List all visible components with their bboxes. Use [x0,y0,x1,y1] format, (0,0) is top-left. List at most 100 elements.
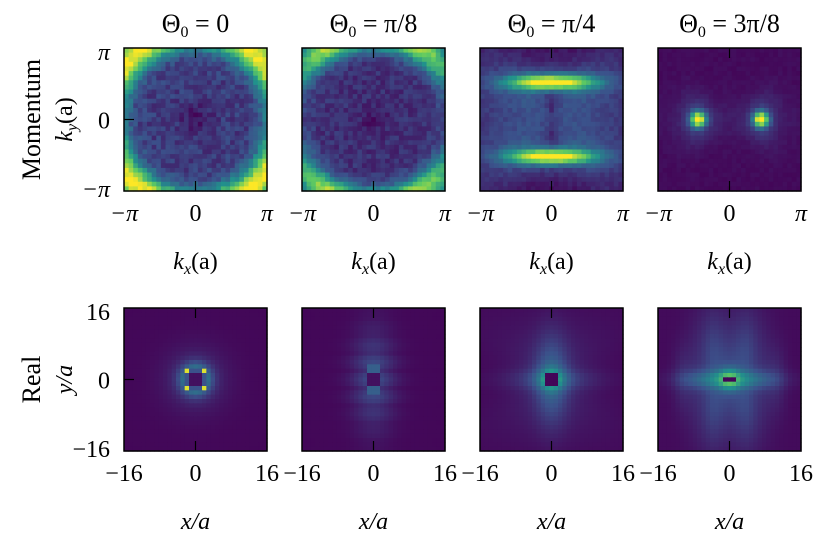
heatmap-cell [141,416,147,422]
heatmap-cell [503,177,509,183]
heatmap-cell [306,154,312,160]
heatmap-cell [787,103,793,109]
heatmap-cell [137,442,142,448]
heatmap-cell [167,364,173,370]
heatmap-cell [558,57,564,63]
heatmap-cell [311,71,317,77]
heatmap-cell [618,186,624,192]
heatmap-cell [435,149,441,155]
heatmap-cell [493,112,500,118]
heatmap-cell [216,149,222,155]
heatmap-cell [708,75,714,81]
heatmap-cell [389,107,395,114]
heatmap-cell [768,66,774,72]
heatmap-cell [151,167,157,174]
heatmap-cell [234,71,240,77]
heatmap-cell [727,144,733,151]
heatmap-cell [704,177,710,183]
heatmap-cell [708,66,714,72]
heatmap-cell [230,66,236,72]
heatmap-cell [549,94,555,100]
heatmap-cell [133,186,139,192]
heatmap-cell [658,84,664,91]
heatmap-cell [782,140,788,146]
heatmap-cell [389,177,395,183]
heatmap-cell [225,117,231,123]
heatmap-cell [179,71,185,77]
heatmap-cell [553,154,560,160]
heatmap-cell [618,181,624,187]
heatmap-cell [768,103,774,109]
heatmap-cell [613,71,619,77]
heatmap-cell [163,347,168,352]
heatmap-cell [325,181,331,187]
heatmap-cell [343,94,349,100]
heatmap-cell [681,167,687,174]
heatmap-cell [572,149,578,155]
heatmap-cell [253,98,259,104]
heatmap-cell [708,94,714,100]
heatmap-cell [142,163,148,169]
heatmap-cell [736,126,742,132]
heatmap-cell [211,84,217,91]
heatmap-cell [708,98,714,104]
heatmap-cell [403,167,409,174]
heatmap-cell [581,140,587,146]
heatmap-cell [685,103,691,109]
heatmap-cell [412,181,418,187]
heatmap-cell [791,98,797,104]
heatmap-cell [567,172,573,178]
heatmap-cell [667,121,673,128]
heatmap-cell [329,80,335,86]
heatmap-cell [174,107,180,114]
heatmap-cell [150,394,155,400]
heatmap-cell [254,425,259,430]
heatmap-cell [245,386,251,391]
heatmap-cell [236,373,242,378]
heatmap-cell [535,112,541,118]
heatmap-cell [132,329,138,335]
heatmap-cell [750,48,756,54]
heatmap-cell [426,131,432,137]
heatmap-cell [371,66,377,72]
heatmap-cell [179,126,185,132]
heatmap-cell [236,386,242,391]
heatmap-cell [539,131,546,137]
heatmap-cell [197,386,203,391]
heatmap-cell [398,135,405,141]
heatmap-cell [220,112,227,118]
heatmap-cell [787,84,793,91]
heatmap-cell [489,112,495,118]
heatmap-cell [184,429,190,435]
heatmap-cell [576,89,583,95]
heatmap-cell [141,325,147,331]
heatmap-cell [676,172,682,178]
heatmap-cell [320,140,326,146]
heatmap-cell [544,52,550,58]
heatmap-cell [147,112,153,118]
heatmap-cell [179,107,185,114]
heatmap-cell [189,438,194,443]
heatmap-cell [232,368,238,374]
heatmap-cell [493,71,500,77]
heatmap-cell [403,89,409,95]
heatmap-cell [717,89,724,95]
heatmap-cell [225,94,231,100]
heatmap-cell [223,355,229,361]
heatmap-cell [389,75,395,81]
heatmap-cell [210,316,216,322]
heatmap-cell [366,71,372,77]
heatmap-cell [699,140,705,146]
heatmap-cell [421,131,428,137]
heatmap-cell [223,325,229,331]
heatmap-cell [248,126,254,132]
heatmap-cell [741,80,747,86]
heatmap-cell [717,149,724,155]
heatmap-cell [315,158,322,164]
heatmap-cell [254,381,259,387]
heatmap-cell [507,89,513,95]
heatmap-cell [544,158,550,164]
heatmap-cell [512,167,518,174]
heatmap-cell [722,84,728,91]
heatmap-cell [480,84,486,91]
